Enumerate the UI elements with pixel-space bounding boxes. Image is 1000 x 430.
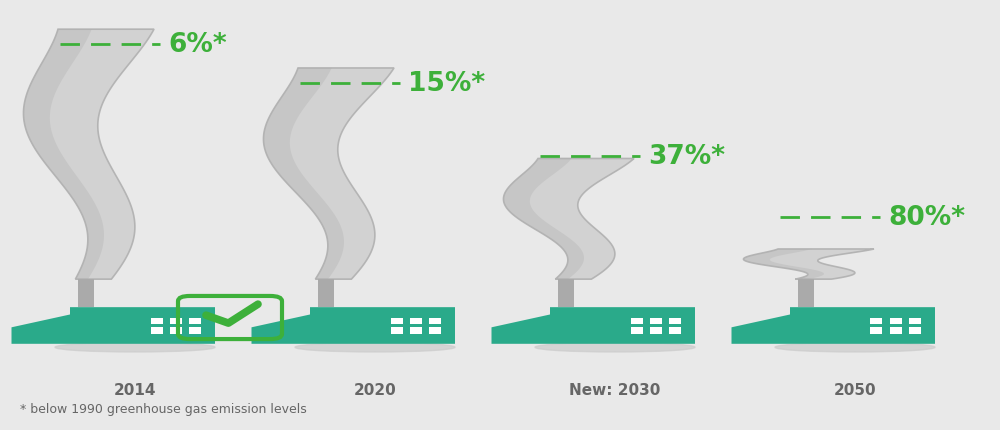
- Polygon shape: [503, 159, 584, 280]
- Bar: [631, 318, 642, 325]
- Bar: [151, 318, 163, 325]
- Bar: [390, 318, 402, 325]
- Ellipse shape: [295, 343, 455, 352]
- Bar: [318, 280, 334, 307]
- Bar: [410, 328, 422, 335]
- Bar: [410, 318, 422, 325]
- Bar: [908, 328, 920, 335]
- Polygon shape: [23, 30, 104, 280]
- Bar: [890, 318, 902, 325]
- Bar: [390, 328, 402, 335]
- Text: 2020: 2020: [354, 382, 396, 396]
- Bar: [558, 280, 574, 307]
- Ellipse shape: [775, 343, 935, 352]
- Bar: [428, 328, 440, 335]
- Bar: [870, 328, 882, 335]
- Bar: [189, 318, 201, 325]
- Bar: [798, 280, 814, 307]
- Bar: [78, 280, 94, 307]
- Bar: [908, 318, 920, 325]
- Bar: [668, 318, 680, 325]
- Bar: [631, 328, 642, 335]
- Text: 2050: 2050: [834, 382, 876, 396]
- Bar: [170, 318, 182, 325]
- Text: 80%*: 80%*: [888, 204, 965, 230]
- Polygon shape: [263, 69, 344, 280]
- Text: 2014: 2014: [114, 382, 156, 396]
- Text: 6%*: 6%*: [168, 32, 227, 58]
- Polygon shape: [12, 307, 215, 344]
- Polygon shape: [492, 307, 695, 344]
- Text: New: 2030: New: 2030: [569, 382, 661, 396]
- Bar: [189, 328, 201, 335]
- Polygon shape: [503, 159, 634, 280]
- Text: 37%*: 37%*: [648, 144, 725, 170]
- Text: * below 1990 greenhouse gas emission levels: * below 1990 greenhouse gas emission lev…: [20, 402, 307, 415]
- Ellipse shape: [535, 343, 695, 352]
- Text: 15%*: 15%*: [408, 71, 485, 97]
- Bar: [428, 318, 440, 325]
- Bar: [890, 328, 902, 335]
- Polygon shape: [23, 30, 154, 280]
- Bar: [668, 328, 680, 335]
- Bar: [870, 318, 882, 325]
- Polygon shape: [743, 249, 824, 280]
- Bar: [650, 318, 662, 325]
- Bar: [170, 328, 182, 335]
- Polygon shape: [743, 249, 874, 280]
- Bar: [650, 328, 662, 335]
- Ellipse shape: [55, 343, 215, 352]
- Polygon shape: [252, 307, 455, 344]
- Bar: [151, 328, 163, 335]
- Polygon shape: [263, 69, 394, 280]
- Polygon shape: [732, 307, 935, 344]
